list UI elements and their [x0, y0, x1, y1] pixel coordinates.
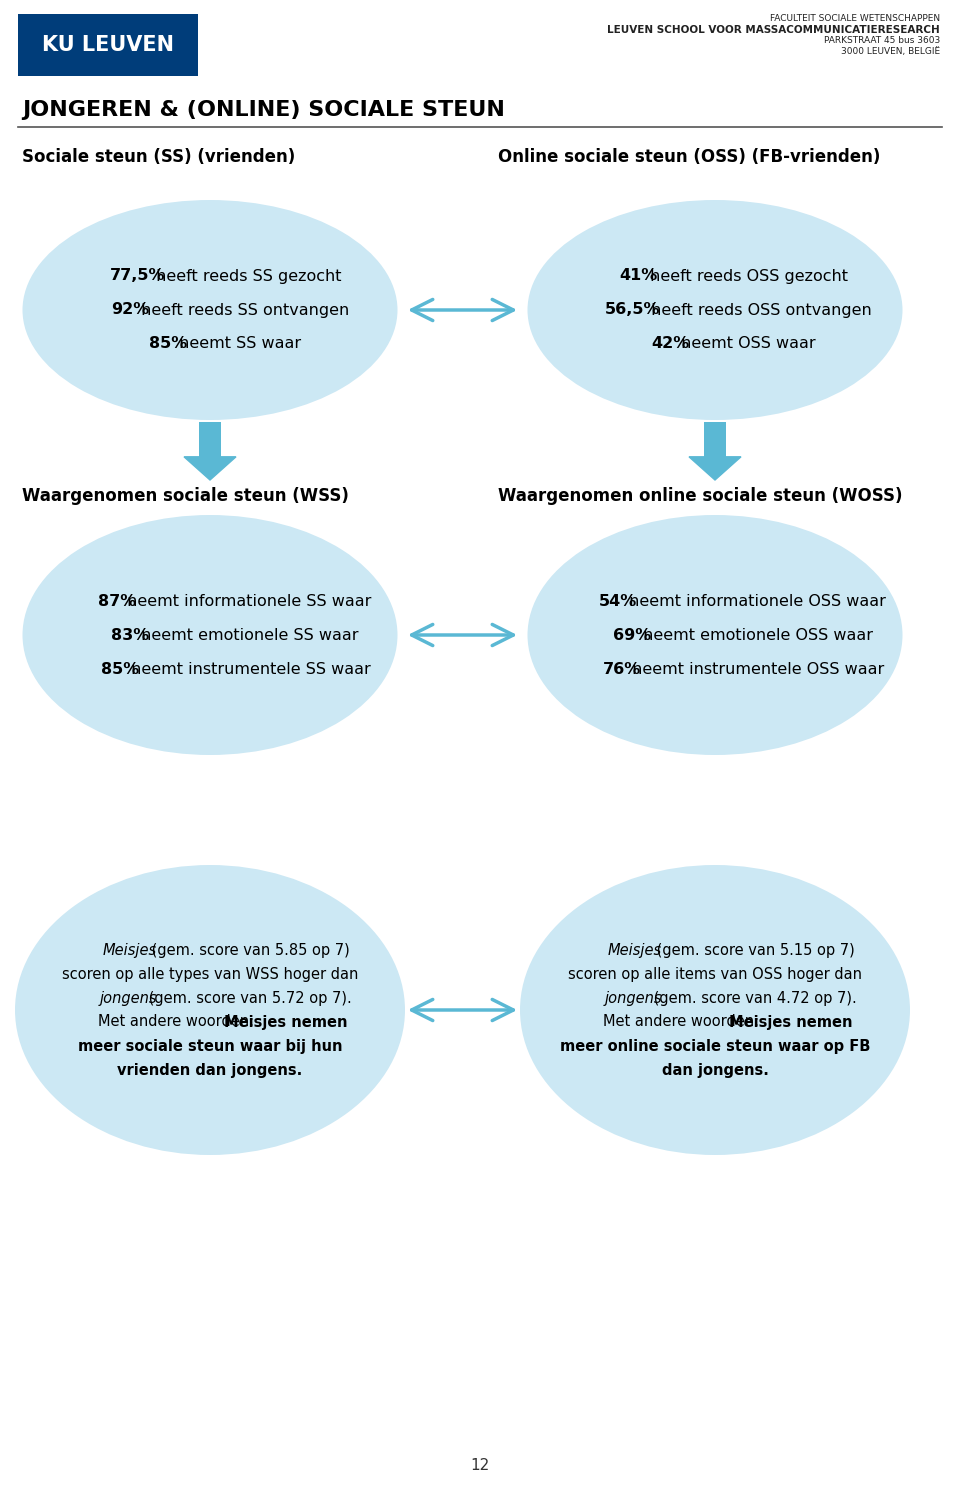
Text: LEUVEN SCHOOL VOOR MASSACOMMUNICATIERESEARCH: LEUVEN SCHOOL VOOR MASSACOMMUNICATIERESE…	[608, 25, 940, 34]
Text: KU LEUVEN: KU LEUVEN	[42, 34, 174, 55]
Text: 92%: 92%	[111, 303, 150, 318]
Text: heeft reeds OSS ontvangen: heeft reeds OSS ontvangen	[646, 303, 872, 318]
Text: Waargenomen online sociale steun (WOSS): Waargenomen online sociale steun (WOSS)	[498, 488, 902, 505]
Text: jongens: jongens	[605, 990, 662, 1005]
Polygon shape	[689, 456, 741, 480]
Text: 85%: 85%	[150, 337, 187, 352]
Text: Meisjes nemen: Meisjes nemen	[224, 1014, 348, 1029]
Text: neemt instrumentele OSS waar: neemt instrumentele OSS waar	[628, 662, 884, 677]
Text: neemt SS waar: neemt SS waar	[174, 337, 301, 352]
Ellipse shape	[520, 865, 910, 1156]
Text: dan jongens.: dan jongens.	[661, 1063, 768, 1078]
Text: 87%: 87%	[98, 593, 135, 608]
Text: (gem. score van 5.85 op 7): (gem. score van 5.85 op 7)	[147, 942, 349, 957]
Text: 76%: 76%	[603, 662, 640, 677]
Text: (gem. score van 5.72 op 7).: (gem. score van 5.72 op 7).	[144, 990, 351, 1005]
Text: 85%: 85%	[101, 662, 139, 677]
Text: vrienden dan jongens.: vrienden dan jongens.	[117, 1063, 302, 1078]
Text: heeft reeds OSS gezocht: heeft reeds OSS gezocht	[644, 268, 848, 283]
Ellipse shape	[527, 514, 902, 754]
Text: PARKSTRAAT 45 bus 3603: PARKSTRAAT 45 bus 3603	[824, 36, 940, 45]
Text: neemt OSS waar: neemt OSS waar	[676, 337, 815, 352]
FancyBboxPatch shape	[18, 13, 198, 76]
Text: 69%: 69%	[612, 628, 651, 643]
Text: scoren op alle types van WSS hoger dan: scoren op alle types van WSS hoger dan	[61, 966, 358, 981]
Text: Met andere woorden:: Met andere woorden:	[603, 1014, 763, 1029]
Text: heeft reeds SS gezocht: heeft reeds SS gezocht	[152, 268, 342, 283]
Text: FACULTEIT SOCIALE WETENSCHAPPEN: FACULTEIT SOCIALE WETENSCHAPPEN	[770, 13, 940, 22]
FancyBboxPatch shape	[199, 422, 221, 456]
Text: Sociale steun (SS) (vrienden): Sociale steun (SS) (vrienden)	[22, 148, 296, 166]
Ellipse shape	[22, 514, 397, 754]
Text: jongens: jongens	[100, 990, 157, 1005]
Ellipse shape	[527, 200, 902, 420]
Text: 56,5%: 56,5%	[605, 303, 660, 318]
FancyBboxPatch shape	[704, 422, 726, 456]
Text: neemt emotionele SS waar: neemt emotionele SS waar	[136, 628, 359, 643]
Text: scoren op alle items van OSS hoger dan: scoren op alle items van OSS hoger dan	[568, 966, 862, 981]
Text: 54%: 54%	[599, 593, 637, 608]
Text: Meisjes: Meisjes	[103, 942, 157, 957]
Text: meer online sociale steun waar op FB: meer online sociale steun waar op FB	[560, 1039, 870, 1054]
Text: Meisjes: Meisjes	[608, 942, 662, 957]
Text: neemt informationele SS waar: neemt informationele SS waar	[122, 593, 372, 608]
Text: Meisjes nemen: Meisjes nemen	[729, 1014, 852, 1029]
Text: 12: 12	[470, 1458, 490, 1473]
Text: Met andere woorden:: Met andere woorden:	[98, 1014, 258, 1029]
Text: JONGEREN & (ONLINE) SOCIALE STEUN: JONGEREN & (ONLINE) SOCIALE STEUN	[22, 100, 505, 119]
Text: neemt emotionele OSS waar: neemt emotionele OSS waar	[637, 628, 873, 643]
Text: Online sociale steun (OSS) (FB-vrienden): Online sociale steun (OSS) (FB-vrienden)	[498, 148, 880, 166]
Text: neemt instrumentele SS waar: neemt instrumentele SS waar	[126, 662, 371, 677]
Ellipse shape	[15, 865, 405, 1156]
Text: neemt informationele OSS waar: neemt informationele OSS waar	[624, 593, 886, 608]
Text: 41%: 41%	[620, 268, 658, 283]
Polygon shape	[184, 456, 236, 480]
Ellipse shape	[22, 200, 397, 420]
Text: (gem. score van 5.15 op 7): (gem. score van 5.15 op 7)	[652, 942, 854, 957]
Text: Waargenomen sociale steun (WSS): Waargenomen sociale steun (WSS)	[22, 488, 348, 505]
Text: meer sociale steun waar bij hun: meer sociale steun waar bij hun	[78, 1039, 343, 1054]
Text: 77,5%: 77,5%	[110, 268, 165, 283]
Text: heeft reeds SS ontvangen: heeft reeds SS ontvangen	[136, 303, 349, 318]
Text: 42%: 42%	[651, 337, 689, 352]
Text: (gem. score van 4.72 op 7).: (gem. score van 4.72 op 7).	[649, 990, 856, 1005]
Text: 3000 LEUVEN, BELGIË: 3000 LEUVEN, BELGIË	[841, 48, 940, 57]
Text: 83%: 83%	[111, 628, 150, 643]
